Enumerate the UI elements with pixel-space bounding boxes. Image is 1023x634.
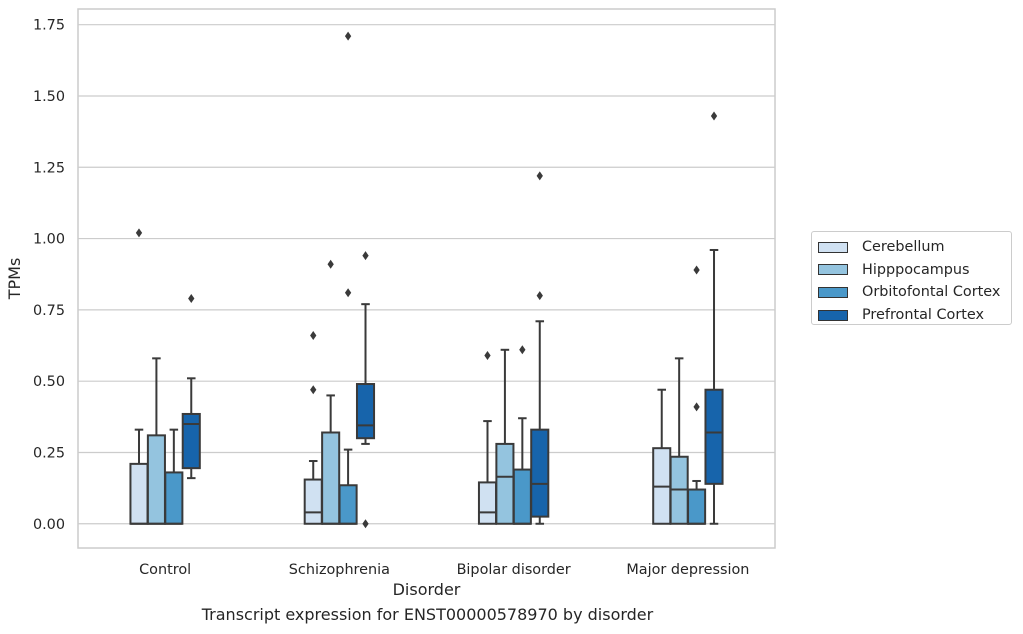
box-prefrontal-cortex	[355, 383, 376, 440]
outlier-point	[310, 331, 317, 341]
box-hipppocampus	[146, 434, 166, 525]
x-tick-label: Control	[139, 562, 191, 578]
category-group-major-depression	[652, 111, 724, 525]
legend-swatch	[818, 286, 848, 298]
y-tick-label: 0.75	[33, 303, 65, 319]
outlier-point	[484, 351, 491, 360]
box-groups	[129, 31, 724, 529]
figure-caption: Transcript expression for ENST0000057897…	[201, 605, 654, 624]
box-orbitofontal-cortex	[687, 488, 707, 525]
outlier-point	[344, 288, 352, 298]
x-tick-labels: Control Schizophrenia Bipolar disorder Majo…	[139, 562, 749, 578]
y-tick-label: 1.50	[33, 89, 65, 105]
category-group-control	[129, 228, 201, 525]
y-tick-label: 0.50	[33, 374, 65, 390]
outlier-point	[327, 259, 334, 269]
box-orbitofontal-cortex	[512, 468, 532, 525]
outlier-point	[362, 519, 369, 529]
box-cerebellum	[477, 481, 498, 525]
legend-item: Prefrontal Cortex	[818, 304, 1011, 327]
legend-item: Hipppocampus	[818, 259, 1011, 282]
box-prefrontal-cortex	[704, 388, 724, 485]
legend-label: Orbitofontal Cortex	[862, 284, 1001, 301]
plot-frame	[77, 8, 776, 549]
legend-label: Hipppocampus	[862, 261, 970, 278]
box-cerebellum	[303, 478, 323, 525]
box-orbitofontal-cortex	[338, 484, 358, 525]
outlier-point	[693, 402, 700, 412]
category-group-bipolar-disorder	[477, 171, 550, 525]
y-tick-label: 0.00	[33, 517, 65, 533]
y-tick-label: 0.25	[33, 445, 65, 461]
y-axis-label: TPMs	[5, 258, 24, 301]
x-tick-label: Bipolar disorder	[457, 562, 571, 578]
x-axis-label: Disorder	[393, 580, 461, 599]
legend-swatch	[818, 264, 848, 276]
box-prefrontal-cortex	[530, 428, 550, 518]
legend-swatch	[818, 309, 848, 321]
outlier-point	[536, 291, 543, 301]
y-tick-label: 1.75	[33, 18, 65, 34]
legend-item: Cerebellum	[818, 236, 1011, 259]
y-tick-label: 1.00	[33, 232, 65, 248]
outlier-point	[344, 31, 352, 41]
legend-item: Orbitofontal Cortex	[818, 281, 1011, 304]
outlier-point	[519, 345, 526, 355]
outlier-point	[135, 228, 143, 238]
legend-label: Cerebellum	[862, 239, 945, 256]
outlier-point	[362, 251, 369, 261]
box-prefrontal-cortex	[181, 412, 201, 470]
legend-label: Prefrontal Cortex	[862, 307, 985, 324]
y-tick-labels: 0.00 0.25 0.50 0.75 1.00 1.25 1.50 1.75	[33, 18, 65, 533]
category-group-schizophrenia	[303, 31, 376, 529]
box-orbitofontal-cortex	[164, 471, 184, 525]
box-hipppocampus	[495, 442, 515, 525]
x-tick-label: Major depression	[626, 562, 749, 578]
y-tick-label: 1.25	[33, 160, 65, 176]
box-cerebellum	[129, 462, 149, 525]
box-hipppocampus	[321, 431, 341, 525]
legend-swatch	[818, 241, 848, 253]
x-tick-label: Schizophrenia	[289, 562, 390, 578]
outlier-point	[710, 111, 718, 121]
legend: Cerebellum Hipppocampus Orbitofontal Corte…	[811, 231, 1012, 325]
outlier-point	[536, 171, 543, 181]
outlier-point	[188, 293, 195, 303]
outlier-point	[693, 265, 700, 275]
outlier-point	[310, 385, 317, 395]
